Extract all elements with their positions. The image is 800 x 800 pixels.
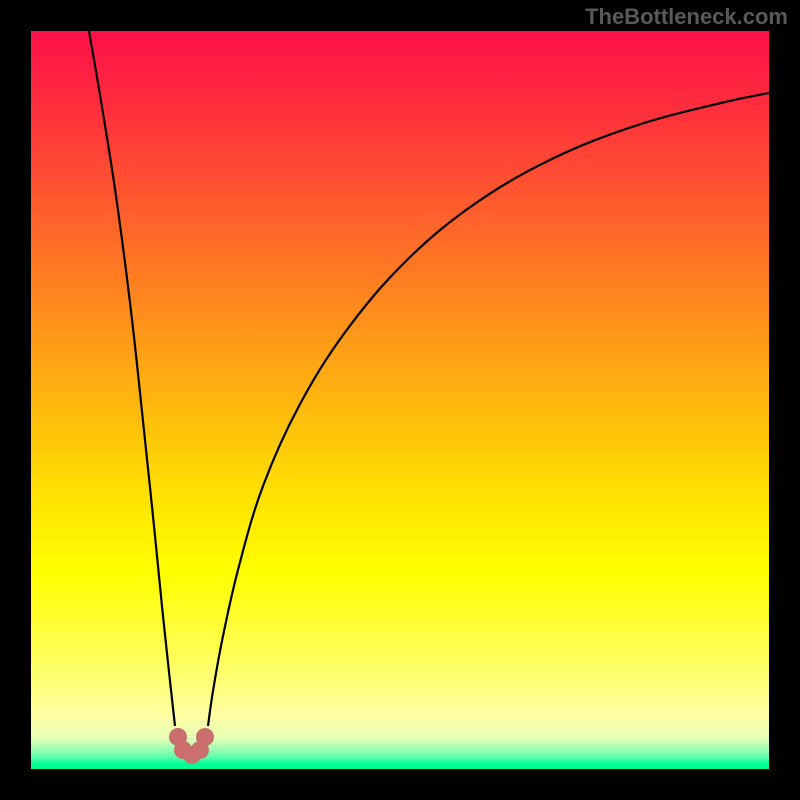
curve-right-branch xyxy=(208,93,769,726)
plot-area xyxy=(31,31,769,769)
dip-marker xyxy=(196,728,214,746)
curve-left-branch xyxy=(89,31,175,726)
chart-container: { "watermark": { "text": "TheBottleneck.… xyxy=(0,0,800,800)
dip-markers-group xyxy=(169,728,214,764)
watermark-text: TheBottleneck.com xyxy=(585,4,788,30)
curve-layer xyxy=(31,31,769,769)
